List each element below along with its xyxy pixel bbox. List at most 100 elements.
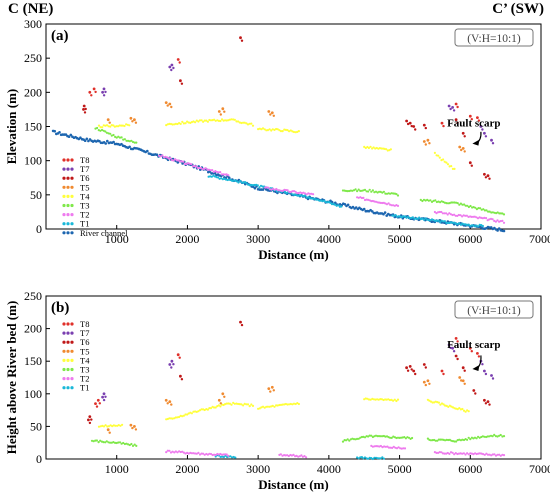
data-point xyxy=(174,416,177,419)
data-point xyxy=(491,435,494,438)
data-point xyxy=(469,438,472,441)
legend-marker xyxy=(70,185,74,189)
data-point xyxy=(408,365,412,368)
data-point xyxy=(440,121,444,125)
data-point xyxy=(491,453,494,456)
data-point xyxy=(445,404,448,407)
legend-marker xyxy=(66,222,70,226)
data-point xyxy=(214,406,217,409)
data-point xyxy=(439,438,442,441)
data-point xyxy=(496,211,499,214)
data-point xyxy=(117,441,120,444)
data-point xyxy=(214,453,217,457)
data-point xyxy=(412,369,416,373)
data-point xyxy=(406,369,410,372)
data-point xyxy=(487,210,490,213)
data-point xyxy=(104,424,107,427)
data-point xyxy=(411,216,414,219)
data-point xyxy=(102,87,106,91)
data-point xyxy=(159,155,162,158)
data-point xyxy=(288,190,291,193)
data-point xyxy=(104,395,107,398)
data-point xyxy=(288,130,291,133)
data-point xyxy=(459,214,462,217)
data-point xyxy=(424,383,427,387)
data-point xyxy=(118,441,122,444)
data-point xyxy=(220,453,224,456)
data-point xyxy=(133,118,136,122)
data-point xyxy=(296,402,299,405)
legend-entry: T2 xyxy=(80,374,89,384)
data-point xyxy=(261,127,265,130)
data-point xyxy=(240,39,244,42)
data-point xyxy=(362,207,366,211)
data-point xyxy=(451,221,454,224)
data-point xyxy=(418,216,421,219)
data-point xyxy=(232,179,235,182)
data-point xyxy=(382,190,385,193)
y-tick-label: 50 xyxy=(30,188,42,202)
data-point xyxy=(257,407,260,410)
data-point xyxy=(102,392,106,396)
data-point xyxy=(460,148,463,152)
legend-entry: T1 xyxy=(80,219,89,229)
data-point xyxy=(381,201,384,205)
data-point xyxy=(447,438,450,442)
data-point xyxy=(346,438,349,441)
data-point xyxy=(462,409,466,412)
data-point xyxy=(108,121,111,124)
data-point xyxy=(424,217,427,220)
scale-note: (V:H=10:1) xyxy=(467,33,521,45)
data-point xyxy=(478,223,481,226)
data-point xyxy=(449,107,452,111)
legend-marker xyxy=(62,231,66,235)
legend-marker xyxy=(62,367,66,372)
data-point xyxy=(110,134,113,137)
data-point xyxy=(288,403,291,406)
data-point xyxy=(393,398,396,401)
data-point xyxy=(191,165,194,168)
data-point xyxy=(292,453,295,456)
data-point xyxy=(230,118,233,121)
data-point xyxy=(370,200,373,203)
data-point xyxy=(133,443,136,446)
data-point xyxy=(484,402,488,405)
data-point xyxy=(381,435,384,438)
data-point xyxy=(387,446,391,449)
y-tick-label: 50 xyxy=(30,419,42,433)
x-tick-label: 3000 xyxy=(246,232,270,246)
data-point xyxy=(456,340,459,343)
data-point xyxy=(197,410,200,413)
data-point xyxy=(400,436,403,439)
data-point xyxy=(312,193,315,196)
data-point xyxy=(104,142,107,145)
data-point xyxy=(451,106,454,109)
x-tick-label: 1000 xyxy=(105,232,129,246)
data-point xyxy=(483,209,486,212)
data-point xyxy=(278,403,281,407)
data-point xyxy=(171,123,174,126)
data-point xyxy=(271,128,274,131)
data-point xyxy=(263,406,266,409)
data-point xyxy=(134,121,138,124)
data-point xyxy=(131,120,134,123)
data-point xyxy=(383,211,387,214)
data-point xyxy=(337,204,340,207)
series-t7 xyxy=(101,343,495,402)
legend-marker xyxy=(70,194,74,198)
data-point xyxy=(240,121,243,125)
legend-marker xyxy=(70,322,74,326)
data-point xyxy=(256,184,259,187)
scale-note-box xyxy=(454,300,534,319)
data-point xyxy=(158,154,161,157)
data-point xyxy=(491,142,495,145)
data-point xyxy=(170,359,174,363)
x-tick-label: 5000 xyxy=(388,462,412,476)
section-start-label: C (NE) xyxy=(8,1,54,17)
data-point xyxy=(428,399,431,402)
data-point xyxy=(246,403,250,406)
data-point xyxy=(502,229,506,233)
legend-marker xyxy=(62,377,66,381)
data-point xyxy=(96,398,100,402)
